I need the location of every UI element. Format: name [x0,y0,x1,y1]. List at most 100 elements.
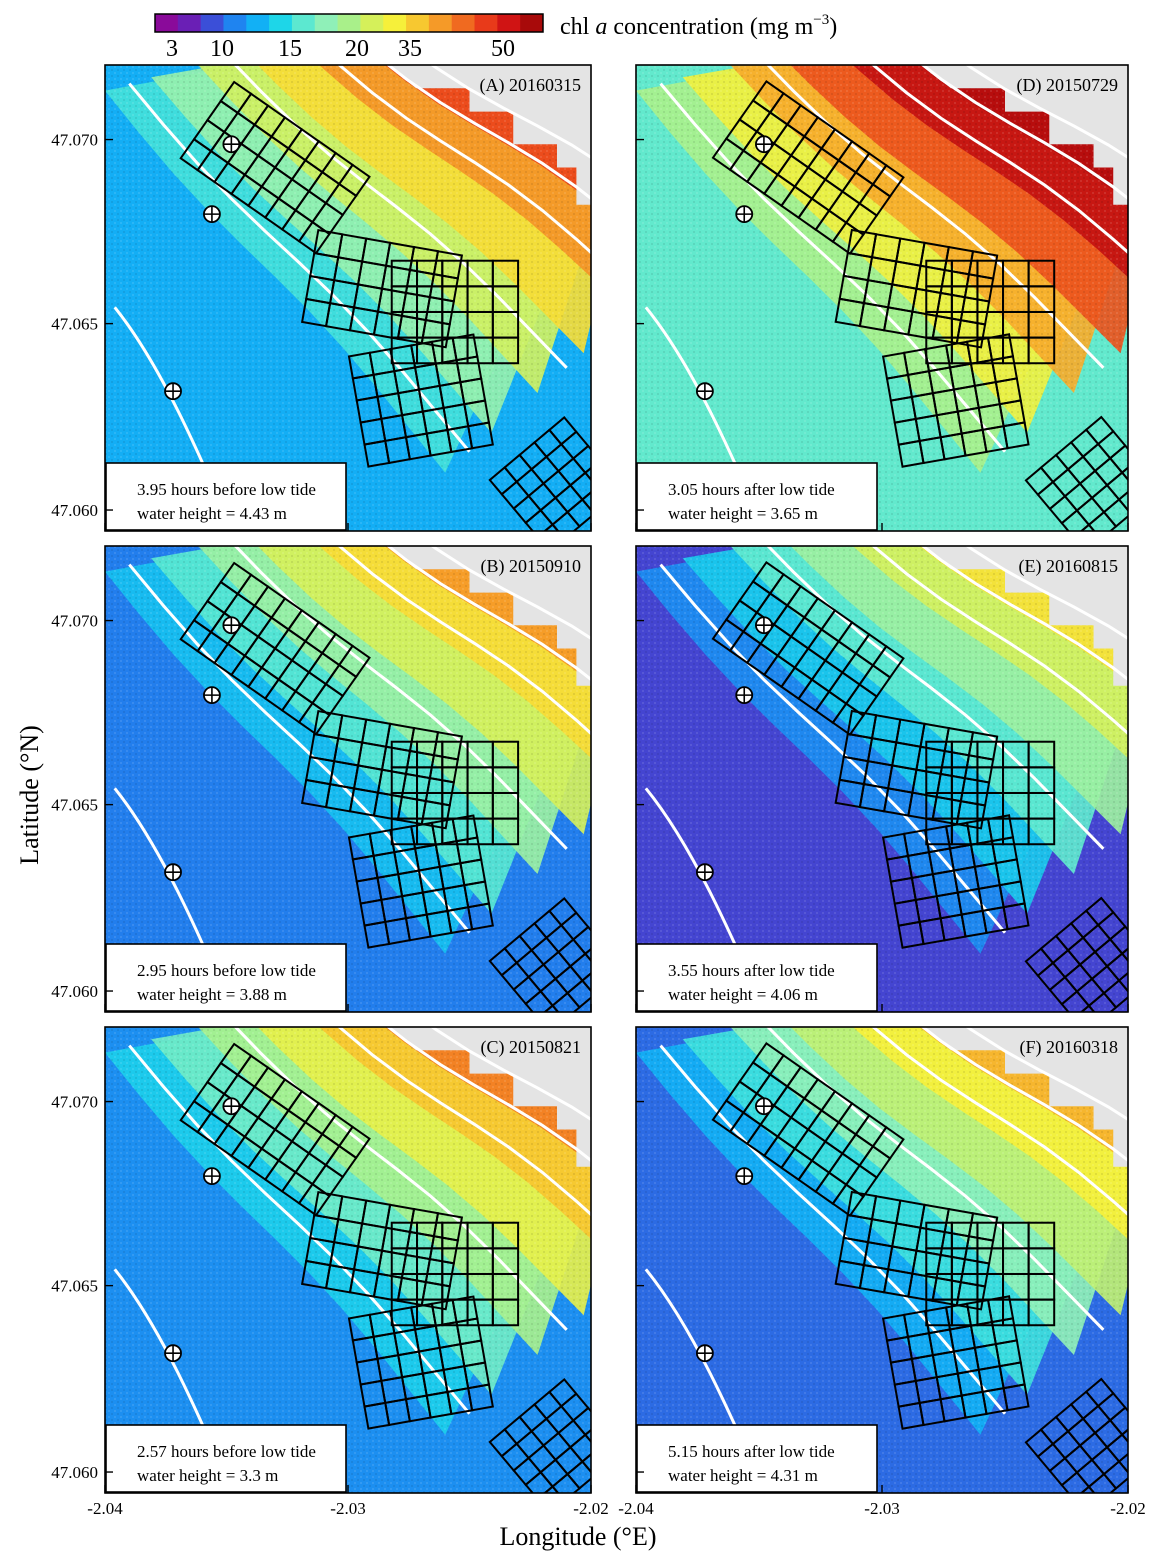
parcel-block [347,814,494,949]
parcel [571,1406,591,1437]
parcel-block [881,1295,1030,1430]
y-tick-label: 47.070 [51,131,98,150]
bathymetry-contour [429,65,591,160]
station-marker [755,135,773,154]
station-marker [695,382,714,401]
parcel [831,702,865,737]
colorbar-tick-label: 15 [278,36,302,62]
panel-title: (E) 20160815 [1019,556,1118,577]
panel-title: (B) 20150910 [481,556,582,577]
parcel [955,1281,987,1311]
tide-info-frame [636,462,878,531]
bathymetry-contour [385,65,591,201]
y-tick-label: 47.060 [51,501,98,520]
colorbar-swatch [360,14,384,32]
colorbar-label: chl a concentration (mg m−3) [560,12,837,40]
colorbar-swatch [406,14,430,32]
parcel [571,444,591,475]
parcel-grid [711,1041,1155,1493]
x-tick-label: -2.04 [618,1499,654,1518]
land-area [386,65,591,205]
parcel [1027,1298,1056,1327]
bathymetry-contour [920,546,1128,682]
water-height-text: water height = 3.65 m [668,504,818,523]
parcel [1108,444,1128,474]
parcel [1134,474,1155,501]
panel-title: (A) 20160315 [480,75,582,96]
parcel [420,318,451,349]
parcel [491,336,520,365]
colorbar-swatch [337,14,361,32]
bathymetry-contour [765,1027,1105,1331]
station-marker [755,1097,773,1116]
tide-info-frame [636,943,878,1012]
colorbar-swatch [246,14,270,32]
colorbar-swatch [177,14,202,32]
panel-title: (C) 20150821 [481,1037,582,1058]
land-area [921,65,1128,205]
water-height-text: water height = 3.88 m [137,985,287,1004]
parcel-block [1024,896,1155,1012]
parcel-block [711,560,905,737]
colorbar-swatch [291,14,316,32]
parcel [955,800,987,830]
parcel-block [881,814,1030,949]
map-raster [105,65,624,531]
tide-info-box: 3.95 hours before low tide water height =… [105,462,347,531]
parcel [831,221,865,256]
parcel-block [1024,415,1155,531]
bathymetry-contour [870,65,1128,255]
bathymetry-contour [429,546,591,641]
map-panel-f: (F) 20160318 5.15 hours after low tide wat… [635,1026,1155,1494]
parcel-block [390,1221,520,1327]
water-height-text: water height = 3.3 m [137,1466,278,1485]
parcel-grid [711,79,1155,531]
parcel-grid [179,80,624,531]
y-tick-label: 47.065 [51,1277,98,1296]
map-panel-c: (C) 20150821 2.57 hours before low tide wa… [104,1026,624,1494]
colorbar-swatch [383,14,407,32]
station-marker [203,1167,221,1186]
tide-info-box: 2.95 hours before low tide water height =… [105,943,347,1012]
tide-time-text: 2.95 hours before low tide [137,961,316,980]
parcel-block [834,1190,999,1311]
station-marker [695,1344,714,1363]
x-tick-label: -2.02 [1110,1499,1145,1518]
parcel-block [488,416,624,531]
frame-ticks [104,619,592,1012]
parcel [597,1437,624,1464]
colorbar [154,13,544,33]
colorbar-swatch [474,14,498,32]
tide-time-text: 3.95 hours before low tide [137,480,316,499]
parcel [580,485,591,516]
parcel [597,475,624,502]
parcel [1002,902,1030,931]
parcel [297,1182,331,1217]
tide-info-frame [105,462,347,531]
parcel [297,220,331,255]
colorbar-swatch [520,14,544,32]
station-marker [755,616,773,635]
bathymetry-contour [337,65,591,255]
tide-info-box: 3.05 hours after low tide water height = … [636,462,878,531]
tide-time-text: 2.57 hours before low tide [137,1442,316,1461]
parcel [467,421,494,450]
bathymetry-contour [429,1027,591,1122]
parcel [1027,817,1056,846]
tide-info-box: 5.15 hours after low tide water height = … [636,1424,878,1493]
parcel-block [925,1221,1056,1327]
parcel [491,817,520,846]
colorbar-swatch [451,14,476,32]
tide-info-box: 2.57 hours before low tide water height =… [105,1424,347,1493]
parcel [1027,336,1056,365]
map-raster [636,546,1155,1012]
colorbar-tick-label: 20 [345,36,369,62]
station-marker [203,205,221,224]
land-area [386,1027,591,1167]
bathymetry-contour [870,1027,1128,1217]
parcel [1134,955,1155,982]
colorbar-tick-label: 35 [398,36,422,62]
parcel [1134,1436,1155,1463]
tide-time-text: 3.55 hours after low tide [668,961,835,980]
y-tick-labels: 47.070 47.065 47.060 47.070 47.065 47.060 47.0… [51,131,98,1482]
